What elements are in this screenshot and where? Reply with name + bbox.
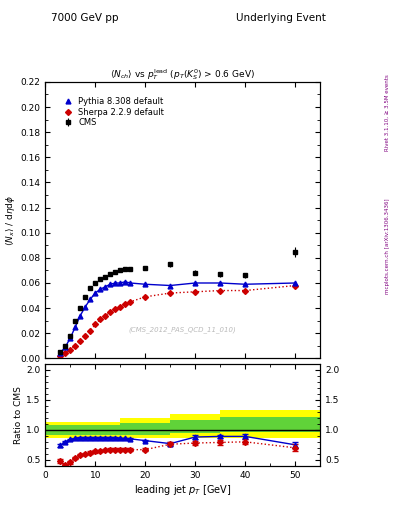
Sherpa 2.2.9 default — [218, 287, 222, 293]
Sherpa 2.2.9 default — [68, 347, 73, 353]
Pythia 8.308 default — [168, 283, 173, 289]
Sherpa 2.2.9 default — [243, 287, 248, 293]
Pythia 8.308 default — [123, 279, 128, 285]
Pythia 8.308 default — [88, 296, 93, 303]
Sherpa 2.2.9 default — [118, 304, 123, 310]
Pythia 8.308 default — [218, 280, 222, 286]
Pythia 8.308 default — [83, 304, 88, 310]
Text: Underlying Event: Underlying Event — [236, 13, 326, 23]
Pythia 8.308 default — [118, 280, 123, 286]
Sherpa 2.2.9 default — [193, 289, 198, 295]
Sherpa 2.2.9 default — [63, 350, 68, 356]
Pythia 8.308 default — [58, 350, 62, 356]
Sherpa 2.2.9 default — [58, 353, 62, 359]
Sherpa 2.2.9 default — [293, 283, 298, 289]
Pythia 8.308 default — [98, 286, 103, 292]
Line: Pythia 8.308 default: Pythia 8.308 default — [58, 280, 298, 356]
Pythia 8.308 default — [243, 281, 248, 287]
Y-axis label: Ratio to CMS: Ratio to CMS — [14, 386, 23, 444]
Y-axis label: $\langle N_x \rangle$ / d$\eta$d$\phi$: $\langle N_x \rangle$ / d$\eta$d$\phi$ — [4, 195, 17, 246]
Text: (CMS_2012_PAS_QCD_11_010): (CMS_2012_PAS_QCD_11_010) — [129, 326, 237, 332]
X-axis label: leading jet $p_T$ [GeV]: leading jet $p_T$ [GeV] — [134, 482, 231, 497]
Sherpa 2.2.9 default — [108, 309, 112, 315]
Pythia 8.308 default — [143, 281, 148, 287]
Sherpa 2.2.9 default — [123, 301, 128, 307]
Sherpa 2.2.9 default — [168, 290, 173, 296]
Pythia 8.308 default — [93, 290, 97, 296]
Sherpa 2.2.9 default — [78, 338, 83, 344]
Pythia 8.308 default — [63, 344, 68, 350]
Sherpa 2.2.9 default — [143, 294, 148, 300]
Pythia 8.308 default — [108, 281, 112, 287]
Sherpa 2.2.9 default — [93, 322, 97, 328]
Title: $\langle N_{ch}\rangle$ vs $p_T^{\rm lead}$ ($p_T(K^0_S)$ > 0.6 GeV): $\langle N_{ch}\rangle$ vs $p_T^{\rm lea… — [110, 67, 255, 82]
Sherpa 2.2.9 default — [128, 299, 132, 305]
Pythia 8.308 default — [78, 313, 83, 319]
Text: Rivet 3.1.10, ≥ 3.5M events: Rivet 3.1.10, ≥ 3.5M events — [385, 74, 389, 151]
Sherpa 2.2.9 default — [103, 313, 108, 319]
Pythia 8.308 default — [113, 280, 118, 286]
Pythia 8.308 default — [73, 324, 77, 330]
Line: Sherpa 2.2.9 default: Sherpa 2.2.9 default — [58, 284, 298, 358]
Sherpa 2.2.9 default — [113, 306, 118, 312]
Sherpa 2.2.9 default — [73, 343, 77, 349]
Sherpa 2.2.9 default — [98, 316, 103, 323]
Pythia 8.308 default — [128, 280, 132, 286]
Pythia 8.308 default — [103, 284, 108, 290]
Sherpa 2.2.9 default — [88, 328, 93, 334]
Legend: Pythia 8.308 default, Sherpa 2.2.9 default, CMS: Pythia 8.308 default, Sherpa 2.2.9 defau… — [58, 94, 167, 130]
Sherpa 2.2.9 default — [83, 333, 88, 339]
Pythia 8.308 default — [193, 280, 198, 286]
Pythia 8.308 default — [68, 335, 73, 342]
Text: mcplots.cern.ch [arXiv:1306.3436]: mcplots.cern.ch [arXiv:1306.3436] — [385, 198, 389, 293]
Pythia 8.308 default — [293, 280, 298, 286]
Text: 7000 GeV pp: 7000 GeV pp — [51, 13, 119, 23]
